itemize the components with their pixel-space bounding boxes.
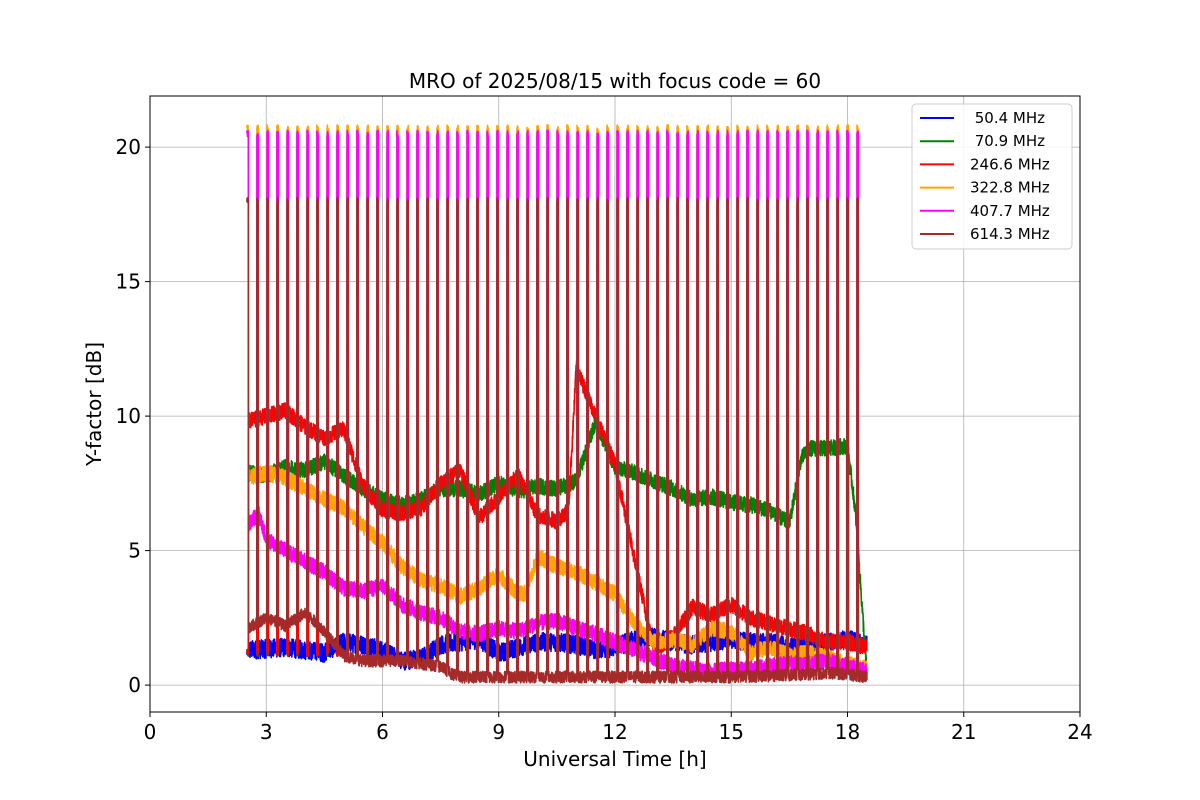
x-tick-label: 9 bbox=[492, 720, 505, 744]
legend-entries: 50.4 MHz 70.9 MHz 246.6 MHz 322.8 MHz 407.7… bbox=[920, 109, 1050, 243]
x-tick-label: 24 bbox=[1067, 720, 1092, 744]
legend-label-3: 322.8 MHz bbox=[970, 179, 1050, 197]
x-tick-label: 21 bbox=[951, 720, 976, 744]
x-tick-label: 3 bbox=[260, 720, 273, 744]
y-tick-label: 10 bbox=[116, 404, 141, 428]
series-line-5 bbox=[246, 196, 868, 684]
legend-label-2: 246.6 MHz bbox=[970, 155, 1050, 173]
x-tick-label: 0 bbox=[144, 720, 157, 744]
y-tick-label: 5 bbox=[128, 539, 141, 563]
legend-label-4: 407.7 MHz bbox=[970, 202, 1050, 220]
legend-label-5: 614.3 MHz bbox=[970, 225, 1050, 243]
x-tick-label: 18 bbox=[835, 720, 860, 744]
legend-label-1: 70.9 MHz bbox=[970, 132, 1045, 150]
chart-title: MRO of 2025/08/15 with focus code = 60 bbox=[409, 69, 821, 93]
y-axis-label: Y-factor [dB] bbox=[82, 342, 106, 467]
x-tick-label: 12 bbox=[602, 720, 627, 744]
x-tick-label: 6 bbox=[376, 720, 389, 744]
y-tick-label: 0 bbox=[128, 673, 141, 697]
y-tick-label: 20 bbox=[116, 135, 141, 159]
y-tick-label: 15 bbox=[116, 270, 141, 294]
axis-ticks: 0 3 6 9 12 15 18 21 24 0 5 10 15 20 bbox=[116, 135, 1093, 744]
legend-label-0: 50.4 MHz bbox=[970, 109, 1045, 127]
x-tick-label: 15 bbox=[719, 720, 744, 744]
series-group bbox=[246, 124, 868, 684]
legend: 50.4 MHz 70.9 MHz 246.6 MHz 322.8 MHz 407.7… bbox=[911, 103, 1073, 250]
x-axis-label: Universal Time [h] bbox=[523, 747, 706, 771]
